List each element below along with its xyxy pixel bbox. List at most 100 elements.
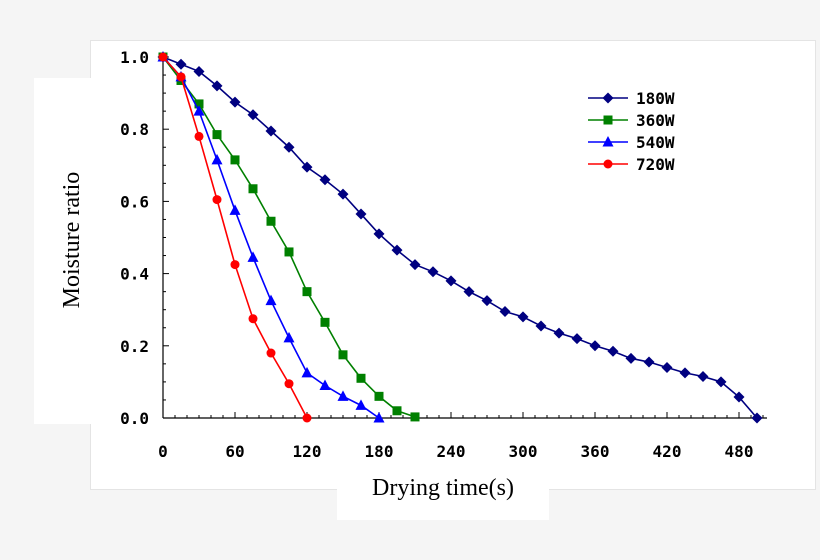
data-point-360w [338, 350, 348, 360]
data-point-180w [193, 65, 205, 77]
series-layer [157, 51, 763, 424]
legend-marker-180w [602, 92, 614, 104]
data-point-180w [463, 286, 475, 298]
series-line-720w [162, 56, 308, 419]
legend-label-720w: 720W [636, 155, 675, 174]
data-point-360w [230, 155, 240, 165]
data-point-180w [535, 320, 547, 332]
data-point-360w [356, 373, 366, 383]
data-point-180w [373, 228, 385, 240]
data-point-180w [481, 295, 493, 307]
legend-label-360w: 360W [636, 111, 675, 130]
data-point-180w [661, 361, 673, 373]
x-tick-label: 300 [509, 442, 538, 461]
legend-label-540w: 540W [636, 133, 675, 152]
legend-item-360w: 360W [588, 111, 675, 130]
legend-label-180w: 180W [636, 89, 675, 108]
data-point-180w [679, 367, 691, 379]
data-point-180w [229, 96, 241, 108]
x-tick-label: 420 [653, 442, 682, 461]
data-point-180w [283, 141, 295, 153]
data-point-540w [373, 412, 385, 423]
data-point-540w [229, 204, 241, 215]
data-point-360w [392, 406, 402, 416]
data-point-180w [607, 345, 619, 357]
data-point-720w [284, 379, 294, 389]
data-point-540w [337, 390, 349, 401]
data-point-180w [409, 259, 421, 271]
data-point-720w [176, 72, 186, 82]
series-line-540w [162, 56, 380, 419]
x-axis-title: Drying time(s) [372, 475, 514, 501]
y-tick-label: 1.0 [120, 48, 149, 67]
series-180w [157, 51, 763, 424]
data-point-180w [697, 370, 709, 382]
data-point-180w [391, 244, 403, 256]
x-tick-label: 0 [158, 442, 168, 461]
x-tick-label: 60 [225, 442, 244, 461]
y-tick-label: 0.6 [120, 192, 149, 211]
data-point-180w [247, 109, 259, 121]
data-point-180w [265, 125, 277, 137]
y-axis-title: Moisture ratio [59, 172, 85, 309]
data-point-180w [175, 58, 187, 70]
series-line-180w [162, 56, 758, 419]
data-point-540w [193, 105, 205, 116]
data-point-540w [265, 294, 277, 306]
series-540w [157, 51, 385, 423]
data-point-180w [427, 266, 439, 278]
legend: 180W 360W 540W 720W [588, 89, 675, 174]
legend-item-180w: 180W [588, 89, 675, 108]
data-point-540w [319, 379, 331, 391]
data-point-360w [320, 317, 330, 327]
data-point-360w [374, 391, 384, 401]
data-point-180w [319, 174, 331, 186]
data-point-360w [212, 130, 222, 140]
x-tick-label: 180 [365, 442, 394, 461]
legend-marker-540w [602, 136, 614, 147]
data-point-360w [266, 216, 276, 226]
series-720w [158, 52, 312, 423]
y-tick-label: 0.0 [120, 409, 149, 428]
y-tick-label: 0.2 [120, 337, 149, 356]
data-point-180w [589, 340, 601, 352]
data-point-540w [283, 331, 295, 343]
data-point-180w [643, 356, 655, 368]
y-tick-label: 0.4 [120, 265, 149, 284]
data-point-360w [284, 247, 294, 257]
data-point-180w [301, 161, 313, 173]
data-point-360w [248, 184, 258, 194]
data-point-180w [445, 275, 457, 287]
data-point-180w [337, 188, 349, 200]
data-point-180w [733, 391, 745, 403]
data-point-720w [194, 131, 204, 141]
data-point-720w [266, 348, 276, 358]
data-point-180w [517, 311, 529, 323]
data-point-180w [715, 376, 727, 388]
data-point-720w [158, 52, 168, 62]
data-point-720w [248, 314, 258, 324]
data-point-180w [751, 412, 763, 424]
data-point-540w [211, 153, 223, 165]
data-point-360w [194, 99, 204, 109]
data-point-540w [355, 399, 367, 410]
data-point-540w [301, 366, 313, 378]
data-point-360w [410, 412, 420, 422]
data-point-180w [625, 352, 637, 364]
x-tick-label: 120 [293, 442, 322, 461]
legend-marker-360w [603, 115, 613, 125]
data-point-360w [302, 287, 312, 297]
x-tick-label: 480 [725, 442, 754, 461]
data-point-720w [230, 260, 240, 270]
data-point-180w [553, 327, 565, 339]
y-tick-label: 0.8 [120, 120, 149, 139]
axes: 0.0 0.2 0.4 0.6 0.8 1.0 0 60 120 180 240 300 360 420 4… [120, 48, 767, 461]
y-axis-label-box [34, 78, 114, 424]
x-axis-label-box [337, 458, 549, 520]
legend-item-540w: 540W [588, 133, 675, 152]
data-point-180w [211, 80, 223, 92]
data-point-180w [499, 306, 511, 318]
x-tick-label: 360 [581, 442, 610, 461]
data-point-720w [212, 195, 222, 205]
